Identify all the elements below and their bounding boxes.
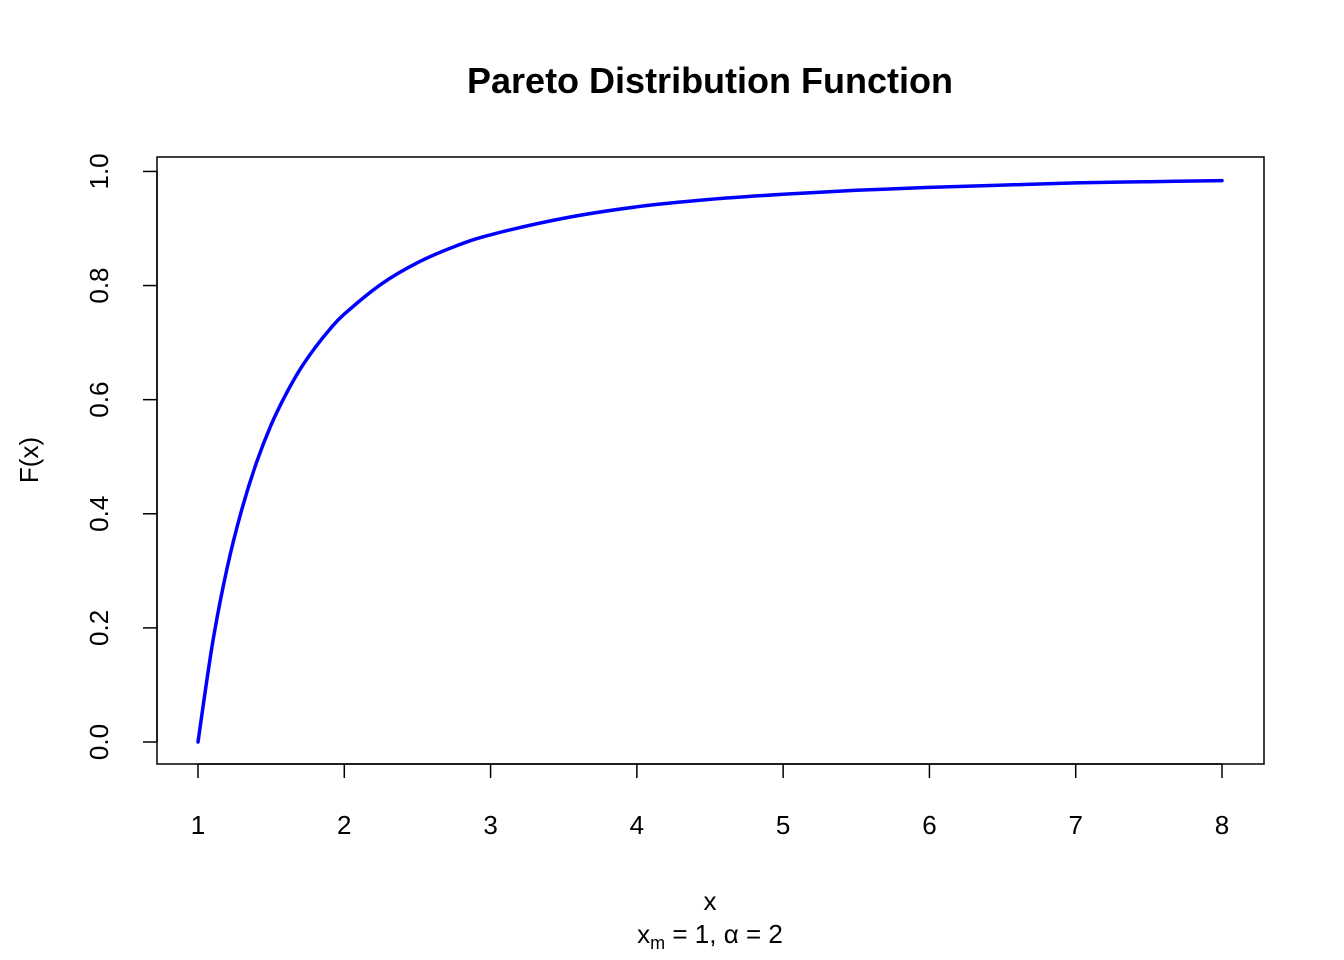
plot-frame [156, 156, 1265, 765]
x-tick-label: 4 [630, 810, 644, 840]
subtitle-param-value: = 2 [739, 919, 783, 949]
x-axis-label: x [704, 886, 717, 916]
chart-title: Pareto Distribution Function [467, 60, 953, 101]
y-tick-label: 1.0 [84, 153, 114, 189]
x-tick-label: 3 [483, 810, 497, 840]
subtitle-param: α [724, 919, 739, 949]
x-tick-label: 8 [1215, 810, 1229, 840]
subtitle-var: x [637, 919, 650, 949]
y-tick-label: 0.2 [84, 610, 114, 646]
x-axis: 1 2 3 4 5 6 7 8 [191, 763, 1229, 840]
x-tick-label: 6 [922, 810, 936, 840]
x-tick-label: 1 [191, 810, 205, 840]
x-tick-label: 2 [337, 810, 351, 840]
subtitle: xm = 1, α = 2 [637, 919, 783, 953]
y-axis-label: F(x) [14, 437, 44, 483]
y-axis: 0.0 0.2 0.4 0.6 0.8 1.0 [84, 153, 158, 760]
y-tick-label: 0.4 [84, 496, 114, 532]
subtitle-var-value: = 1, [665, 919, 724, 949]
y-tick-label: 0.8 [84, 267, 114, 303]
x-tick-label: 5 [776, 810, 790, 840]
series-line [196, 178, 1224, 744]
subtitle-var-sub: m [650, 933, 665, 953]
x-tick-label: 7 [1068, 810, 1082, 840]
y-tick-label: 0.6 [84, 382, 114, 418]
y-tick-label: 0.0 [84, 724, 114, 760]
